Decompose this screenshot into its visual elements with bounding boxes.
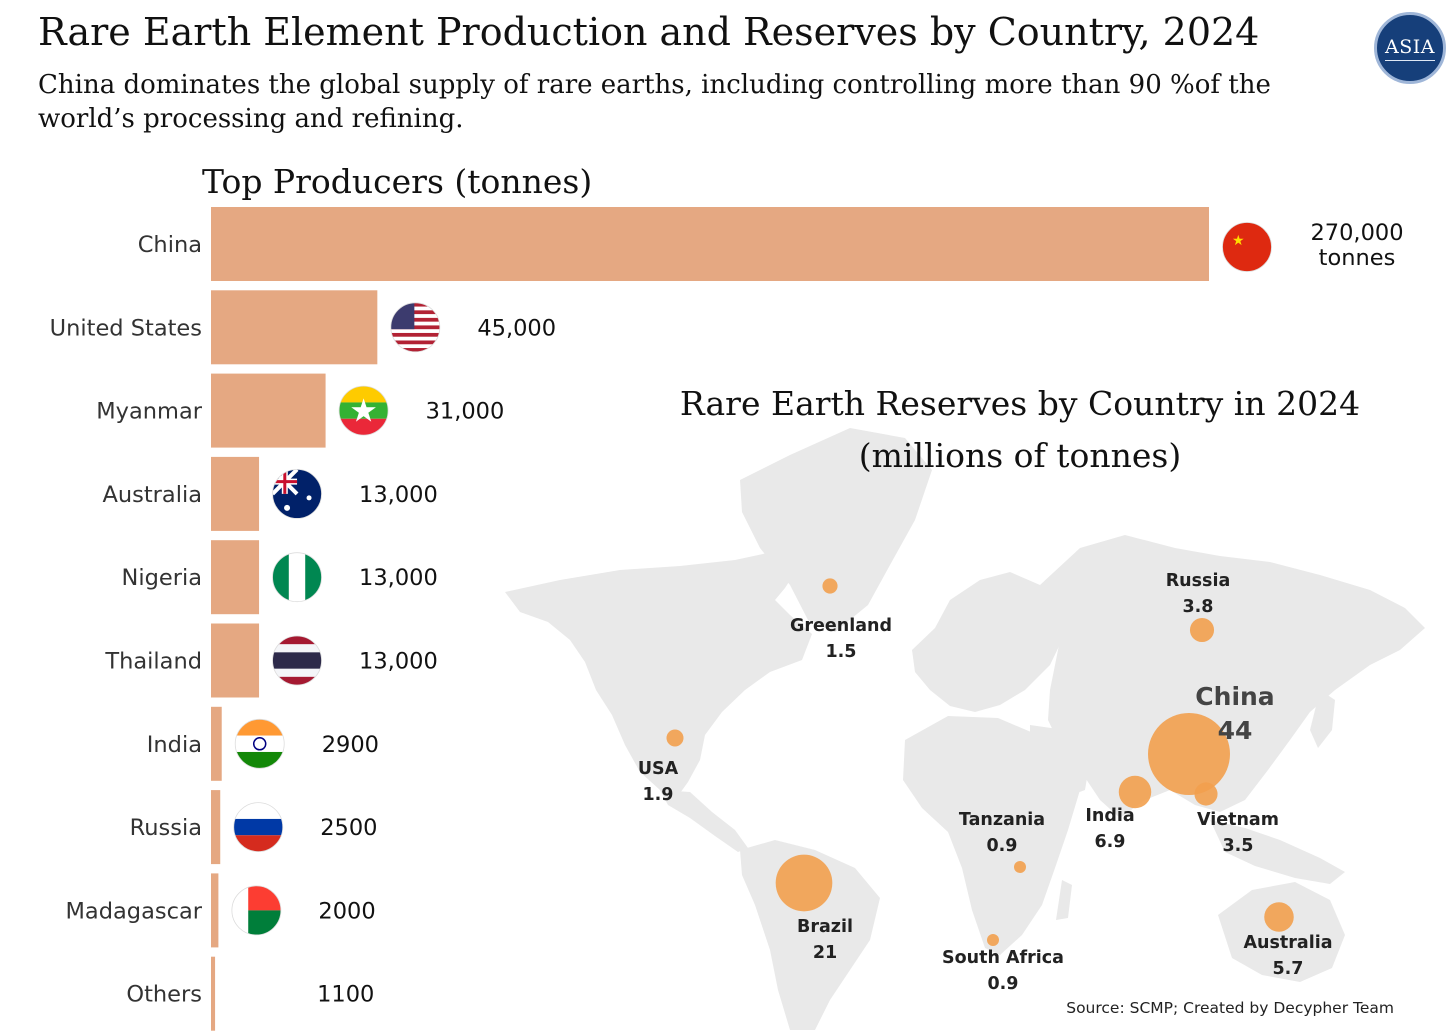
reserve-bubbles <box>666 578 1294 946</box>
europe-landmass <box>912 572 1062 712</box>
bubble-usa <box>666 729 684 747</box>
producer-bars <box>211 207 1209 1031</box>
svg-text:★: ★ <box>1232 233 1245 249</box>
japan-landmass <box>1310 690 1335 748</box>
nigeria-flag-icon <box>272 552 322 602</box>
australia-flag-icon <box>272 469 322 519</box>
category-label-india: India <box>147 732 202 758</box>
reserve-label-china: China 44 <box>1195 682 1274 745</box>
south-america-landmass <box>740 840 880 1030</box>
asia-landmass <box>1040 535 1425 818</box>
producer-value-labels: 270,000 tonnes 45,000 31,000 13,000 13,000 13,… <box>317 220 1403 1008</box>
bubble-greenland <box>822 578 838 594</box>
bar-india <box>211 706 222 781</box>
bar-nigeria <box>211 540 260 615</box>
category-label-madagascar: Madagascar <box>66 898 203 924</box>
value-label-madagascar: 2000 <box>318 898 375 924</box>
value-label-united-states: 45,000 <box>477 315 556 341</box>
reserve-label-india: India 6.9 <box>1085 806 1134 852</box>
russia-flag-icon <box>233 802 283 852</box>
value-label-others: 1100 <box>317 982 374 1008</box>
svg-text:★: ★ <box>349 392 378 430</box>
reserves-chart-title: Rare Earth Reserves by Country in 2024 (… <box>679 384 1361 475</box>
category-label-russia: Russia <box>130 815 202 841</box>
reserve-label-russia: Russia 3.8 <box>1166 571 1231 617</box>
usa-flag-icon <box>390 302 440 352</box>
category-label-thailand: Thailand <box>104 649 202 675</box>
bubble-tanzania <box>1014 861 1026 873</box>
reserve-label-australia: Australia 5.7 <box>1243 933 1332 979</box>
reserve-label-vietnam: Vietnam 3.5 <box>1197 810 1279 856</box>
category-label-china: China <box>138 232 202 258</box>
producers-chart-title: Top Producers (tonnes) <box>202 162 593 201</box>
myanmar-flag-icon: ★ <box>339 386 389 436</box>
reserve-label-tanzania: Tanzania 0.9 <box>959 810 1045 856</box>
thailand-flag-icon <box>272 636 322 685</box>
value-label-thailand: 13,000 <box>359 649 438 675</box>
reserve-label-brazil: Brazil 21 <box>797 917 853 963</box>
bar-myanmar <box>211 373 326 448</box>
bar-russia <box>211 790 221 865</box>
reserve-label-usa: USA 1.9 <box>638 759 679 805</box>
asia-logo-text: ASIA <box>1385 36 1435 61</box>
bubble-brazil <box>775 854 833 912</box>
value-label-india: 2900 <box>322 732 379 758</box>
bar-china <box>211 207 1209 281</box>
bar-thailand <box>211 623 260 698</box>
bar-others <box>211 956 216 1031</box>
china-flag-icon: ★ <box>1222 222 1272 272</box>
central-america-landmass <box>660 790 748 852</box>
bar-madagascar <box>211 873 219 948</box>
bubble-south-africa <box>987 934 999 946</box>
value-label-australia: 13,000 <box>359 482 438 508</box>
asia-logo: ASIA <box>1374 12 1446 84</box>
page-subtitle: China dominates the global supply of rar… <box>38 70 1271 134</box>
bubble-australia <box>1264 902 1294 932</box>
page-title: Rare Earth Element Production and Reserv… <box>38 10 1260 54</box>
greenland-landmass <box>740 428 932 632</box>
bubble-vietnam <box>1194 782 1218 806</box>
madagascar-landmass <box>1056 880 1072 920</box>
southeast-asia-landmass <box>1210 820 1345 884</box>
category-label-australia: Australia <box>102 482 202 508</box>
australia-landmass <box>1218 882 1345 982</box>
category-label-myanmar: Myanmar <box>96 399 202 425</box>
india-flag-icon <box>235 719 285 769</box>
category-label-others: Others <box>126 982 202 1008</box>
value-label-myanmar: 31,000 <box>426 399 505 425</box>
bar-australia <box>211 456 260 531</box>
reserve-label-south-africa: South Africa 0.9 <box>942 948 1064 994</box>
africa-landmass <box>903 716 1080 955</box>
reserve-label-greenland: Greenland 1.5 <box>790 616 892 662</box>
value-label-nigeria: 13,000 <box>359 565 438 591</box>
category-label-united-states: United States <box>50 315 202 341</box>
north-america-landmass <box>505 548 812 800</box>
reserve-labels: China 44 Brazil 21 India 6.9 Australia 5.7 Russi… <box>638 571 1333 994</box>
producer-category-labels: China United States Myanmar Australia Nigeri… <box>50 232 203 1008</box>
category-label-nigeria: Nigeria <box>122 565 203 591</box>
world-map-land <box>505 428 1425 1030</box>
producer-flags: ★★ <box>231 222 1272 936</box>
bubble-russia <box>1189 617 1215 643</box>
bar-united-states <box>211 290 378 365</box>
bubble-china <box>1148 713 1230 795</box>
bubble-india <box>1118 775 1152 809</box>
value-label-china: 270,000 tonnes <box>1310 220 1403 271</box>
value-label-russia: 2500 <box>320 815 377 841</box>
source-note: Source: SCMP; Created by Decypher Team <box>1066 999 1394 1017</box>
